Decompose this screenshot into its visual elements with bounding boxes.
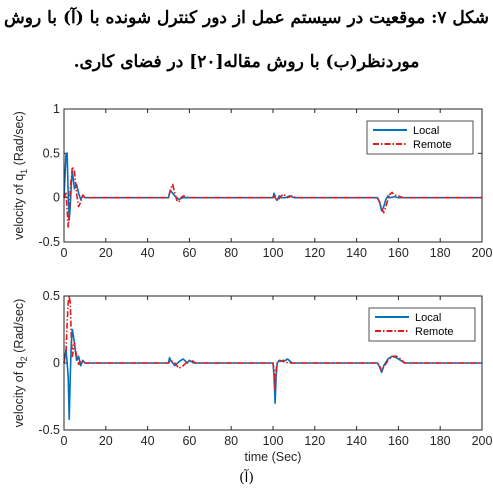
chart-2-x-tick-label: 180: [430, 434, 451, 448]
chart-2-y-tick-label: 0.5: [43, 289, 60, 303]
chart-2-x-tick-label: 100: [263, 434, 284, 448]
chart-1-x-tick-label: 160: [388, 246, 409, 260]
chart-1-legend-label-remote: Remote: [413, 139, 452, 151]
chart-1-x-tick-label: 120: [304, 246, 325, 260]
chart-2-x-tick-label: 60: [182, 434, 196, 448]
subfigure-label: (آ): [239, 470, 254, 486]
chart-2-x-tick-label: 0: [61, 434, 68, 448]
chart-1-x-tick-label: 100: [263, 246, 284, 260]
chart-1-series-remote-line: [63, 165, 482, 228]
chart-1-y-tick-label: 0: [53, 191, 60, 205]
chart-2-x-tick-label: 80: [224, 434, 238, 448]
chart-2-x-tick-label: 20: [99, 434, 113, 448]
chart-1-x-tick-label: 20: [99, 246, 113, 260]
chart-2-legend-label-remote: Remote: [415, 326, 454, 338]
chart-1-axes-frame: [63, 108, 483, 243]
chart-2-legend-label-local: Local: [415, 312, 441, 324]
chart-1-x-tick-label: 200: [472, 246, 493, 260]
chart-2-x-tick-label: 40: [141, 434, 155, 448]
chart-1-y-tick-label: -0.5: [38, 235, 60, 249]
chart-1-x-tick-label: 80: [224, 246, 238, 260]
chart-1-x-tick-label: 40: [141, 246, 155, 260]
chart-2-x-tick-label: 120: [304, 434, 325, 448]
chart-2-x-axis-label: time (Sec): [245, 450, 302, 464]
chart-1-x-tick-label: 60: [182, 246, 196, 260]
chart-2-axes-frame: [63, 295, 483, 431]
chart-2-x-tick-label: 140: [346, 434, 367, 448]
chart-1-y-axis-label: velocity of q1 (Rad/sec): [12, 111, 29, 240]
chart-1-legend-label-local: Local: [413, 125, 439, 137]
chart-2-x-tick-label: 160: [388, 434, 409, 448]
chart-1-y-tick-label: 0.5: [43, 146, 60, 160]
chart-2-legend-box: [368, 307, 476, 342]
chart-2-y-tick-label: -0.5: [38, 423, 60, 437]
chart-1-x-tick-label: 180: [430, 246, 451, 260]
chart-2-y-tick-label: 0: [53, 356, 60, 370]
chart-1-x-tick-label: 140: [346, 246, 367, 260]
chart-1-x-tick-label: 0: [61, 246, 68, 260]
chart-1-legend-box: [366, 120, 474, 155]
chart-1-y-tick-label: 1: [53, 102, 60, 116]
chart-2-series-remote-line: [63, 295, 482, 391]
figure-caption-line-1: شکل ۷: موقعیت در سیستم عمل از دور کنترل …: [4, 8, 489, 28]
chart-2-x-tick-label: 200: [472, 434, 493, 448]
chart-2-y-axis-label: velocity of q2 (Rad/sec): [12, 299, 29, 428]
figure-caption-line-2: موردنظر(ب) با روش مقاله[۲۰] در فضای کاری…: [73, 52, 420, 72]
